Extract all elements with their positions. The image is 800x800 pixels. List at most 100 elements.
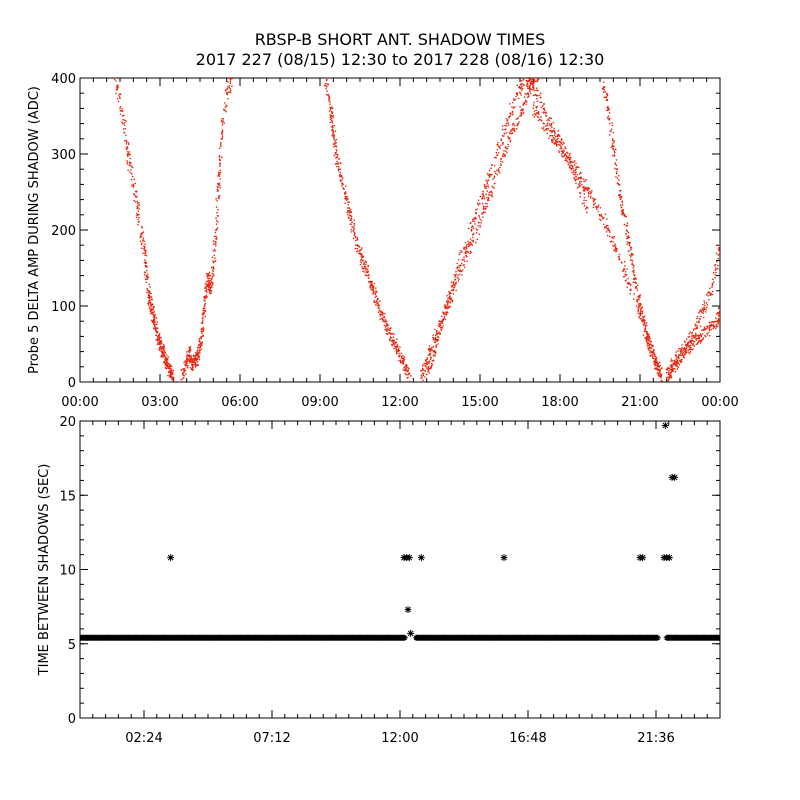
data-point <box>694 325 697 327</box>
data-point <box>450 281 453 283</box>
data-point <box>642 334 645 336</box>
data-point <box>657 369 659 372</box>
data-point <box>201 313 204 316</box>
data-point <box>125 120 127 122</box>
data-point <box>584 188 586 190</box>
data-point <box>199 344 201 347</box>
x-tick-label: 07:12 <box>253 731 290 746</box>
data-point <box>356 244 359 247</box>
data-point <box>466 250 468 253</box>
data-point <box>616 177 619 180</box>
data-point <box>603 81 605 83</box>
data-point <box>136 196 138 198</box>
data-point <box>449 296 451 298</box>
data-point <box>600 214 602 217</box>
data-point <box>554 139 557 142</box>
data-point <box>162 344 165 346</box>
data-point <box>366 270 368 273</box>
data-point <box>685 338 688 340</box>
data-point <box>716 260 718 263</box>
data-point <box>626 243 628 246</box>
plot-frame <box>79 420 721 719</box>
data-point <box>456 276 459 279</box>
data-point <box>611 143 614 145</box>
data-point <box>166 360 168 363</box>
data-point <box>536 87 538 89</box>
data-point <box>720 310 722 312</box>
x-tick-label: 15:00 <box>461 395 498 410</box>
data-point <box>627 282 629 285</box>
data-point <box>196 350 198 352</box>
data-point <box>469 241 472 243</box>
data-point <box>144 264 147 267</box>
data-point <box>608 108 611 110</box>
data-point <box>325 78 328 81</box>
data-point <box>626 222 629 224</box>
data-point <box>720 318 722 320</box>
data-point <box>484 211 486 214</box>
data-point <box>207 277 209 280</box>
data-point <box>566 160 569 163</box>
data-point <box>350 219 352 221</box>
data-point <box>202 319 204 321</box>
data-point <box>429 352 432 355</box>
data-point <box>217 221 219 223</box>
data-point <box>695 339 698 341</box>
data-point <box>583 193 586 195</box>
data-point <box>377 302 380 304</box>
data-point <box>230 73 232 75</box>
data-point <box>473 220 476 223</box>
data-point <box>482 211 485 213</box>
data-point <box>490 173 492 176</box>
data-point <box>628 242 631 245</box>
data-point <box>629 259 632 261</box>
data-point <box>149 303 152 305</box>
data-point <box>204 315 207 318</box>
data-point <box>627 250 630 252</box>
data-point <box>533 71 535 73</box>
data-point <box>350 231 353 233</box>
data-point <box>375 295 378 297</box>
data-point <box>332 124 334 127</box>
data-point <box>576 166 578 169</box>
data-point <box>470 230 473 232</box>
data-point <box>707 294 709 297</box>
data-point <box>338 157 340 160</box>
data-point <box>158 337 161 340</box>
data-point <box>514 124 516 127</box>
data-point <box>354 235 357 238</box>
data-point <box>699 325 702 327</box>
data-point <box>585 199 588 202</box>
data-point <box>221 124 224 126</box>
data-point <box>161 342 163 345</box>
data-point <box>407 629 415 637</box>
data-point <box>625 224 627 227</box>
data-point <box>543 122 545 125</box>
data-point <box>525 71 527 73</box>
data-point <box>132 185 135 188</box>
data-point <box>194 362 197 364</box>
data-point <box>420 374 423 377</box>
data-point <box>458 253 461 256</box>
data-point <box>529 92 532 95</box>
data-point <box>214 235 216 238</box>
data-point <box>115 80 117 82</box>
data-point <box>119 113 122 116</box>
data-point <box>155 317 158 319</box>
data-point <box>171 373 174 376</box>
data-point <box>493 182 496 185</box>
data-point <box>399 361 402 364</box>
data-point <box>504 124 506 127</box>
data-point <box>402 363 405 365</box>
data-point <box>500 554 508 562</box>
data-point <box>171 372 174 374</box>
data-point <box>493 187 495 189</box>
data-point <box>362 263 365 266</box>
data-point <box>529 90 531 93</box>
data-point <box>532 114 534 116</box>
data-point <box>522 75 524 77</box>
data-point <box>681 344 683 346</box>
data-point <box>522 83 525 86</box>
data-point <box>428 345 431 347</box>
data-point <box>656 361 659 363</box>
